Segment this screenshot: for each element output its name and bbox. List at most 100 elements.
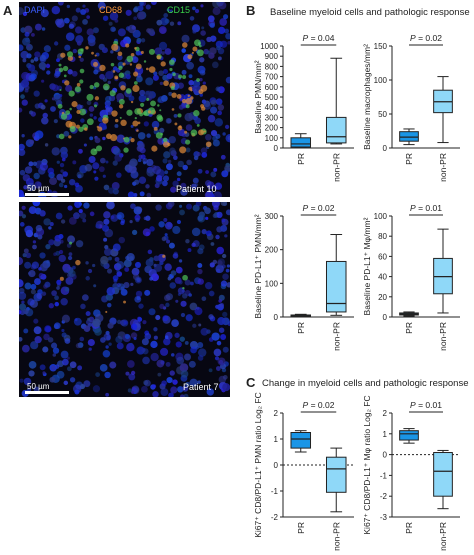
stained-cell	[187, 94, 190, 97]
y-tick-label: 200	[265, 124, 279, 133]
stained-cell	[137, 121, 141, 125]
panel-b-letter: B	[246, 3, 256, 18]
nucleus-blob	[134, 276, 142, 284]
nucleus-blob	[168, 242, 175, 249]
nucleus-blob	[184, 279, 191, 286]
stained-cell	[71, 101, 78, 108]
nucleus-blob	[46, 70, 51, 75]
nucleus-blob	[28, 161, 34, 167]
nucleus-blob	[210, 171, 217, 178]
nucleus-blob	[39, 364, 46, 371]
nucleus-blob	[174, 276, 182, 284]
nucleus-blob	[173, 155, 178, 160]
stained-cell	[125, 43, 130, 48]
nucleus-blob	[145, 77, 154, 86]
nucleus-blob	[149, 226, 155, 232]
nucleus-blob	[34, 51, 41, 58]
nucleus-blob	[38, 272, 44, 279]
nucleus-blob	[144, 90, 154, 100]
nucleus-blob	[50, 365, 56, 371]
stained-cell	[62, 65, 69, 72]
nucleus-blob	[175, 299, 179, 303]
nucleus-blob	[87, 34, 96, 43]
nucleus-blob	[72, 48, 78, 54]
stained-cell	[93, 104, 98, 108]
nucleus-blob	[221, 170, 229, 178]
nucleus-blob	[58, 182, 64, 188]
stained-cell	[118, 104, 124, 109]
nucleus-blob	[75, 240, 84, 248]
nucleus-blob	[144, 333, 152, 340]
nucleus-blob	[146, 192, 152, 197]
nucleus-blob	[19, 222, 25, 227]
nucleus-blob	[103, 218, 110, 225]
nucleus-blob	[197, 278, 204, 285]
y-tick-label: 400	[265, 103, 279, 112]
nucleus-blob	[67, 205, 73, 211]
nucleus-blob	[201, 229, 207, 235]
nucleus-blob	[92, 27, 99, 34]
nucleus-blob	[164, 263, 172, 271]
stained-cell	[123, 300, 127, 304]
nucleus-blob	[68, 178, 76, 186]
nucleus-blob	[127, 360, 135, 368]
nucleus-blob	[116, 172, 122, 178]
nucleus-blob	[159, 127, 165, 134]
nucleus-blob	[158, 41, 168, 50]
nucleus-blob	[191, 227, 201, 237]
scale-bar	[25, 391, 69, 394]
y-axis-label: Baseline PD-L1⁺ Mφ/mm²	[362, 217, 372, 315]
nucleus-blob	[158, 26, 167, 34]
stained-cell	[76, 109, 81, 115]
stained-cell	[94, 96, 100, 101]
nucleus-blob	[216, 340, 222, 346]
stained-cell	[196, 123, 200, 127]
nucleus-blob	[29, 139, 35, 145]
nucleus-blob	[24, 261, 32, 269]
nucleus-blob	[174, 332, 180, 338]
nucleus-blob	[110, 215, 115, 220]
nucleus-blob	[166, 8, 170, 12]
nucleus-blob	[133, 337, 137, 341]
nucleus-blob	[87, 317, 91, 321]
box-non-pr	[325, 447, 347, 513]
nucleus-blob	[19, 107, 23, 113]
stained-cell	[198, 129, 205, 136]
nucleus-blob	[164, 221, 173, 230]
y-tick-label: -2	[380, 492, 388, 501]
nucleus-blob	[133, 7, 139, 13]
nucleus-blob	[164, 233, 168, 237]
y-axis-label: Baseline PMN/mm²	[253, 60, 263, 133]
nucleus-blob	[200, 147, 208, 154]
nucleus-blob	[63, 380, 69, 386]
nucleus-blob	[198, 323, 202, 327]
nucleus-blob	[217, 110, 222, 116]
nucleus-blob	[100, 255, 109, 265]
nucleus-blob	[101, 47, 108, 54]
nucleus-blob	[130, 203, 136, 210]
nucleus-blob	[92, 263, 96, 268]
nucleus-blob	[19, 257, 24, 266]
nucleus-blob	[139, 191, 145, 197]
nucleus-blob	[147, 249, 153, 255]
nucleus-blob	[166, 163, 173, 171]
nucleus-blob	[93, 170, 97, 174]
nucleus-blob	[164, 48, 172, 55]
nucleus-blob	[39, 210, 46, 217]
stain-label-cd68: CD68	[99, 5, 123, 15]
nucleus-blob	[78, 148, 83, 154]
nucleus-blob	[197, 168, 203, 174]
nucleus-blob	[211, 332, 220, 341]
nucleus-blob	[19, 148, 26, 156]
nucleus-blob	[20, 79, 30, 88]
stained-cell	[94, 82, 100, 88]
stained-cell	[174, 122, 178, 126]
nucleus-blob	[163, 217, 168, 223]
nucleus-blob	[48, 239, 55, 246]
nucleus-blob	[52, 353, 57, 357]
nucleus-blob	[33, 56, 39, 62]
nucleus-blob	[197, 214, 206, 223]
nucleus-blob	[61, 314, 71, 323]
box-iqr	[290, 137, 312, 148]
nucleus-blob	[224, 124, 230, 130]
